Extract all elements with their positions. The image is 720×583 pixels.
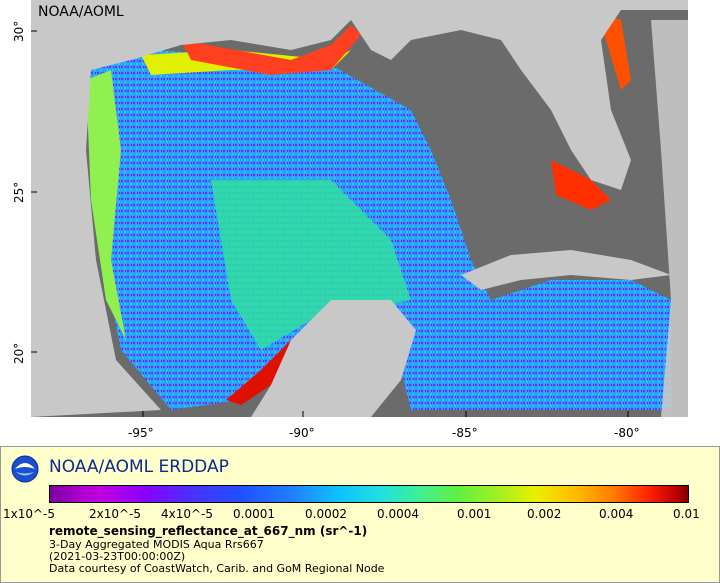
lon-tick-label: -85° [452,426,478,440]
west-coast-band [86,70,126,340]
lat-tick-label: 30° [12,20,26,42]
lat-tick-label: 25° [12,181,26,203]
bahamas-land [651,20,688,417]
variable-name: remote_sensing_reflectance_at_667_nm (sr… [49,524,368,538]
lon-tick-label: -95° [128,426,154,440]
colorbar-tick-label: 0.004 [599,507,634,521]
colorbar [49,485,689,503]
mexico-land [31,70,161,417]
legend-title: NOAA/AOML ERDDAP [49,457,229,477]
time-label: (2021-03-23T00:00:00Z) [49,550,186,563]
cuba-land [461,250,671,290]
colorbar-tick-label: 0.0004 [377,507,419,521]
map-credit-label: NOAA/AOML [38,4,124,20]
lat-tick-label: 20° [12,342,26,364]
colorbar-tick-label: 0.0002 [305,507,347,521]
florida-red [551,160,611,210]
map-plot: NOAA/AOML [31,0,688,417]
lon-tick-label: -80° [614,426,640,440]
yucatan-land [251,300,416,417]
source-credit: Data courtesy of CoastWatch, Carib. and … [49,562,385,575]
legend-panel: NOAA/AOML ERDDAP 1x10^-5 2x10^-5 4x10^-5… [0,446,720,583]
noaa-logo-icon [11,455,39,483]
colorbar-tick-label: 0.01 [673,507,700,521]
colorbar-tick-label: 1x10^-5 [3,507,56,521]
colorbar-tick-label: 0.001 [457,507,492,521]
us-land [31,0,688,190]
colorbar-tick-label: 2x10^-5 [89,507,142,521]
map-canvas [31,0,688,417]
north-coast-red [181,25,361,75]
colorbar-tick-label: 0.0001 [233,507,275,521]
colorbar-tick-label: 4x10^-5 [161,507,214,521]
colorbar-tick-label: 0.002 [527,507,562,521]
dataset-title: 3-Day Aggregated MODIS Aqua Rrs667 [49,538,264,551]
lon-tick-label: -90° [289,426,315,440]
yucatan-red [226,340,301,405]
